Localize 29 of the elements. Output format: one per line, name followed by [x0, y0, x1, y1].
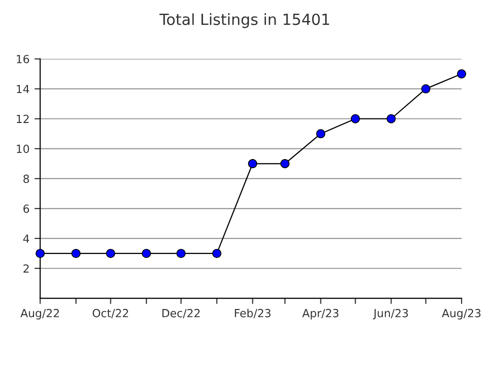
point	[142, 248, 151, 258]
x-tick-label: Feb/23	[234, 308, 270, 318]
x-tick-label: Aug/23	[442, 308, 480, 320]
point	[421, 84, 430, 94]
y-tick-label: 2	[24, 264, 29, 273]
x-tick-label: Apr/23	[302, 308, 338, 320]
point	[212, 248, 222, 258]
point	[36, 248, 45, 258]
y-tick-label: 6	[23, 204, 30, 213]
point	[386, 114, 396, 124]
y-tick-label: 4	[23, 234, 30, 243]
point	[316, 129, 326, 138]
point	[456, 69, 466, 78]
y-tick-label: 16	[16, 54, 30, 64]
x-tick-label: Aug/22	[20, 308, 59, 320]
chart-title: Total Listings in 15401	[159, 13, 330, 28]
point	[176, 248, 186, 258]
y-tick-label: 14	[16, 84, 30, 94]
y-tick-label: 8	[23, 174, 30, 183]
point	[106, 248, 116, 258]
point	[350, 114, 360, 124]
y-tick-label: 12	[16, 114, 29, 123]
y-tick-label: 10	[16, 144, 30, 154]
point	[71, 248, 81, 258]
x-tick-label: Oct/22	[92, 308, 128, 318]
x-tick-label: Jun/23	[372, 308, 408, 320]
x-tick-label: Dec/22	[162, 308, 200, 318]
point	[280, 159, 290, 168]
point	[248, 159, 258, 168]
